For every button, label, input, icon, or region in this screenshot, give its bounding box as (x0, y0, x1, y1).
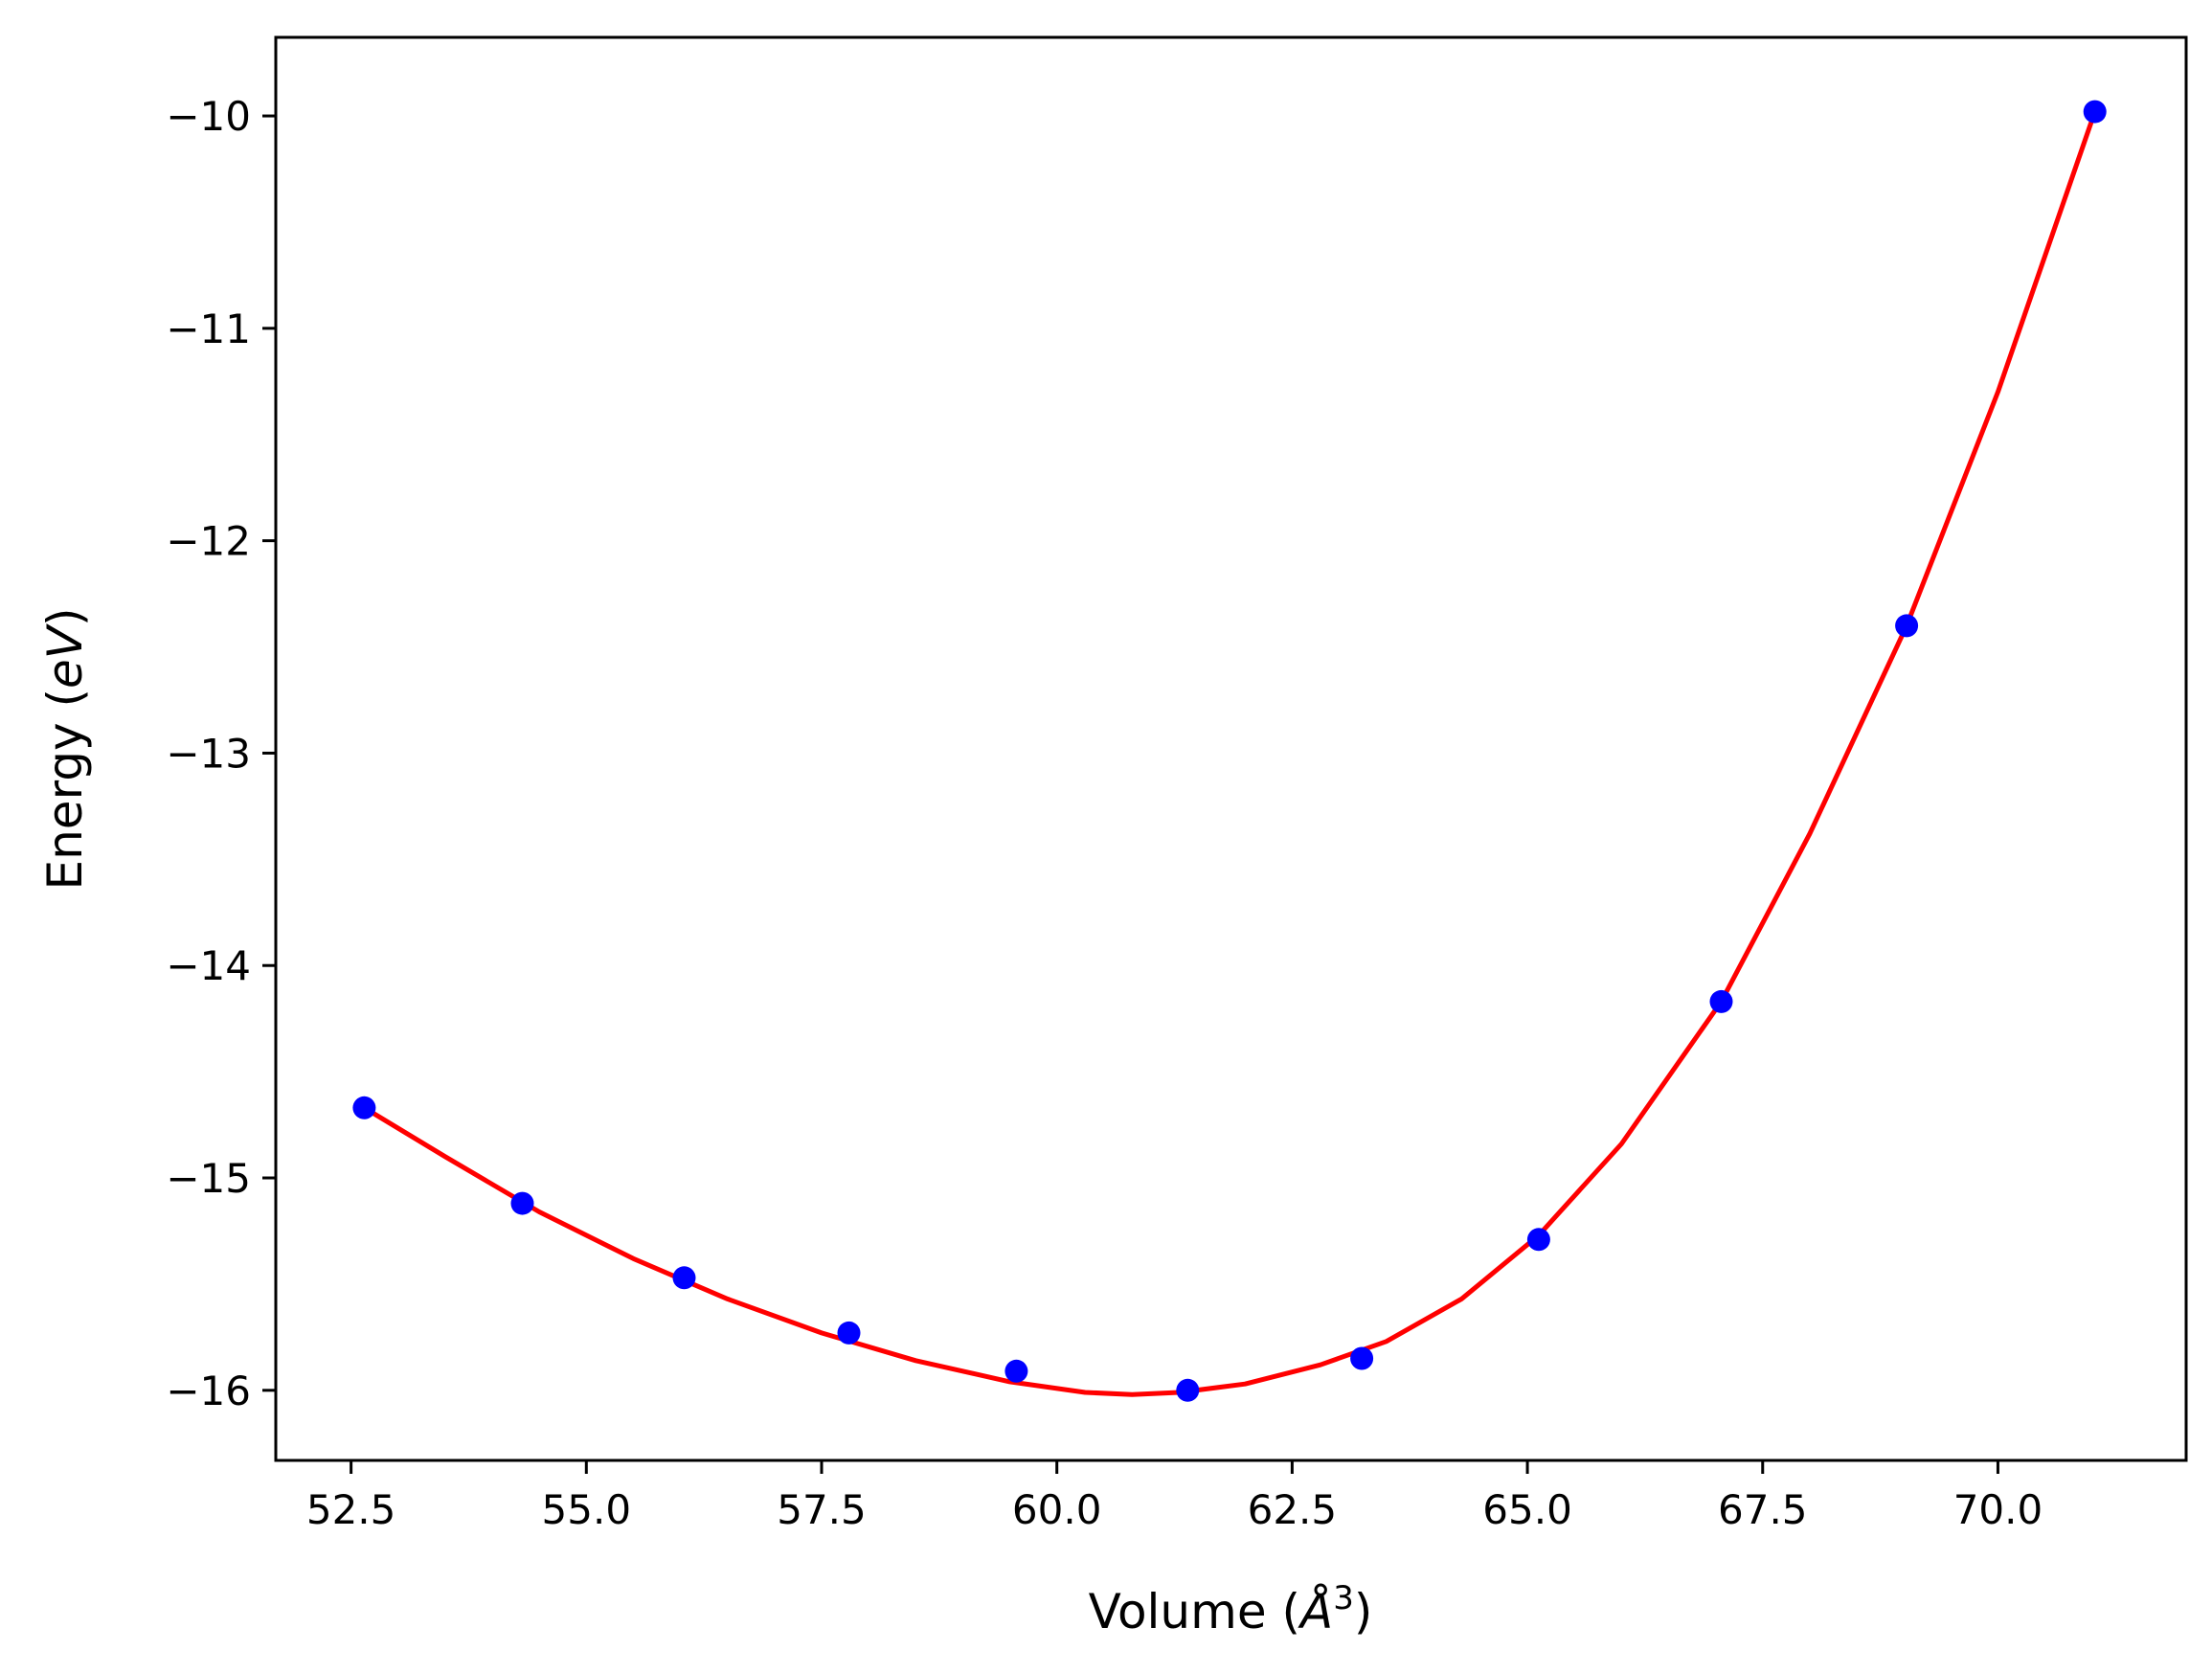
y-tick-label: −15 (166, 1155, 251, 1202)
data-point (1004, 1359, 1028, 1383)
x-axis-label-unit: Å (1298, 1584, 1333, 1639)
data-point (1709, 989, 1733, 1013)
y-axis-label: Energy (eV) (37, 608, 93, 891)
x-axis-label-suffix: ) (1354, 1584, 1373, 1639)
x-tick-label: 52.5 (306, 1486, 396, 1533)
x-tick-label: 55.0 (542, 1486, 632, 1533)
y-axis-label-unit: eV (37, 622, 93, 689)
y-tick-label: −12 (166, 518, 251, 565)
y-tick-label: −11 (166, 305, 251, 352)
x-tick-label: 70.0 (1953, 1486, 2043, 1533)
data-point (672, 1266, 696, 1290)
data-point (1176, 1378, 1200, 1402)
x-tick-label: 62.5 (1248, 1486, 1338, 1533)
x-tick-label: 60.0 (1012, 1486, 1102, 1533)
plot-frame (274, 35, 2188, 1462)
plot-layer (352, 100, 2107, 1402)
x-axis-label-power: 3 (1333, 1579, 1354, 1617)
y-tick-label: −13 (166, 730, 251, 777)
x-axis-label-prefix: Volume ( (1089, 1584, 1300, 1639)
x-tick-label: 67.5 (1718, 1486, 1808, 1533)
y-tick-label: −14 (166, 942, 251, 989)
data-point (352, 1096, 376, 1119)
x-tick-label: 57.5 (777, 1486, 867, 1533)
ticks-layer: 52.5 55.0 57.5 60.0 62.5 65.0 67.5 70.0 −10 −11 −1… (166, 93, 2043, 1533)
y-axis-label-suffix: ) (37, 608, 93, 627)
data-point (2083, 100, 2107, 124)
y-tick-label: −16 (166, 1368, 251, 1414)
y-axis-label-prefix: Energy ( (37, 689, 93, 890)
y-tick-label: −10 (166, 93, 251, 140)
data-point (1895, 614, 1919, 638)
data-point (837, 1321, 861, 1345)
data-point (1526, 1228, 1550, 1252)
data-point (510, 1191, 534, 1215)
x-tick-label: 65.0 (1482, 1486, 1572, 1533)
data-point (1350, 1346, 1374, 1370)
x-axis-label: Volume (Å3) (1089, 1579, 1373, 1639)
